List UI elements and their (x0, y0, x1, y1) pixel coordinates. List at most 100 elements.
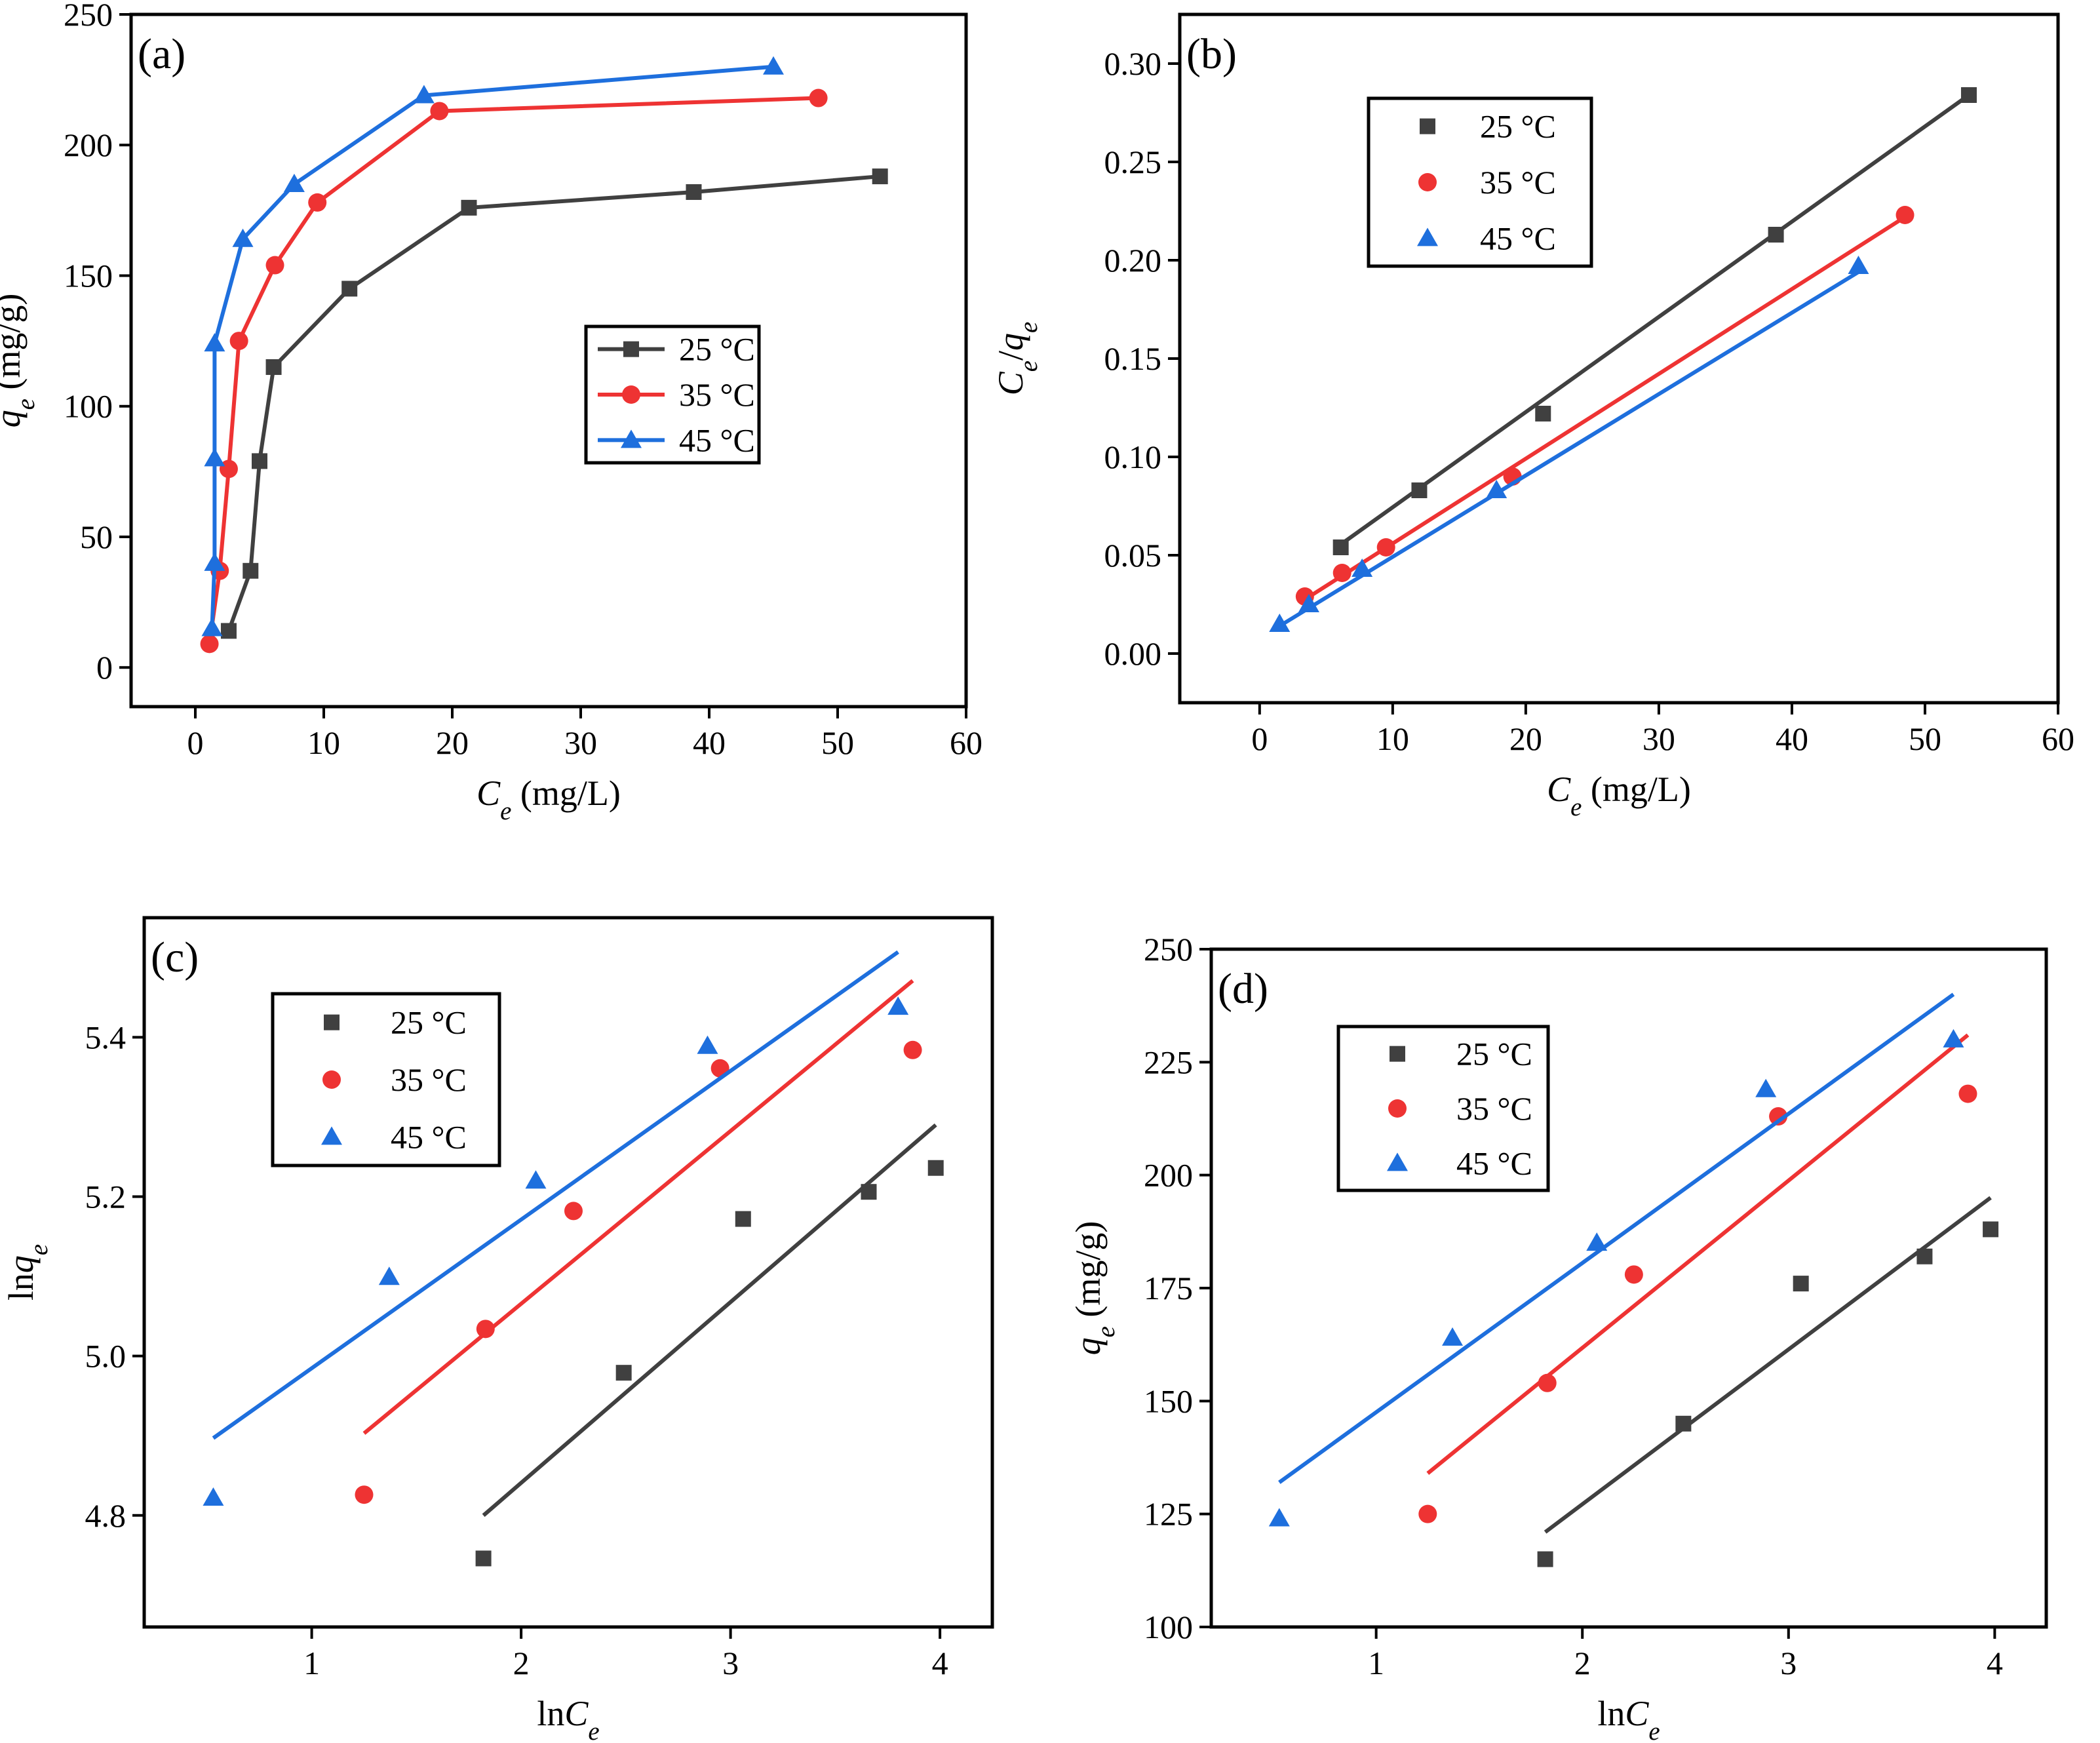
panel-4-series-3-point (1586, 1232, 1608, 1251)
panel-3-xlabel: lnCe (537, 1694, 599, 1743)
panel-1-series-2-point (219, 460, 238, 479)
panel-3-series-2-point (355, 1485, 374, 1504)
panel-2-legend-label-3: 45 °C (1480, 220, 1556, 256)
panel-3-series-1-fit-line (482, 1123, 937, 1518)
panel-2-ytick-label: 0.15 (1104, 340, 1162, 377)
panel-3-ytick-label: 5.2 (85, 1179, 126, 1215)
panel-3-ytick-label: 5.4 (85, 1019, 126, 1055)
panel-4-label: (d) (1218, 965, 1268, 1013)
panel-4-series-2-point (1769, 1107, 1788, 1126)
panel-3-series-1 (475, 1123, 944, 1567)
panel-2-legend-box (1367, 96, 1593, 268)
panel-1-series-1-point (461, 199, 477, 216)
panel-1-series-1-point (243, 562, 259, 579)
panel-3-series-3-point (378, 1266, 400, 1285)
panel-1-legend-marker-2 (622, 385, 640, 404)
panel-1-xlabel: Ce (mg/L) (476, 774, 621, 825)
panel-4-xlabel: lnCe (1597, 1694, 1660, 1743)
panel-3-legend: 25 °C 35 °C 45 °C (271, 992, 501, 1167)
panel-4: 1 2 3 4 100 125 150 175 200 225 250 lnCe qe (mg/g) (d… (1068, 931, 2048, 1743)
panel-1-xtick-label: 20 (436, 724, 469, 761)
panel-3-series-3-point (887, 996, 909, 1015)
panel-4-series-2-point (1538, 1373, 1557, 1392)
panel-2-series-3-point (1298, 594, 1319, 612)
panel-1-series-2-point (229, 332, 248, 351)
panel-2-ytick-label: 0.05 (1104, 537, 1162, 574)
panel-4-ylabel: qe (mg/g) (1068, 1221, 1120, 1356)
panel-3-series-3-point (697, 1035, 718, 1054)
panel-4-ytick-label: 225 (1144, 1044, 1193, 1080)
panel-4-series-1-point (1916, 1248, 1933, 1264)
panel-2-legend-marker-3 (1417, 227, 1438, 246)
panel-2-ytick-label: 0.30 (1104, 45, 1162, 82)
panel-3-ylabel: lnqe (1, 1244, 53, 1301)
panel-1-xtick-label: 0 (187, 724, 204, 761)
panel-1-series-3-point (201, 617, 223, 636)
panel-1-series-1-point (872, 168, 888, 185)
panel-4-series-3-point (1943, 1028, 1964, 1048)
panel-1-series-1-line (227, 174, 880, 632)
panel-3-series-2-fit-line (362, 979, 914, 1435)
panel-1-ytick-label: 50 (80, 519, 113, 555)
panel-1-series-3-point (232, 228, 254, 247)
panel-4-legend-label-2: 35 °C (1456, 1090, 1532, 1127)
panel-2-series-1-point (1768, 227, 1784, 243)
panel-4-xtick-label: 2 (1574, 1645, 1591, 1681)
panel-4-xtick-label: 4 (1987, 1645, 2003, 1681)
panel-4-series-3-point (1755, 1078, 1777, 1097)
panel-2-legend-label-2: 35 °C (1480, 164, 1556, 201)
panel-4-series-3-fit-line (1278, 992, 1955, 1484)
panel-2-legend-label-1: 25 °C (1480, 108, 1556, 145)
panel-1-series-2-point (265, 256, 284, 275)
panel-4-legend-label-3: 45 °C (1456, 1145, 1532, 1181)
panel-3-series-1-point (735, 1211, 751, 1227)
panel-4-series-2 (1418, 1033, 1977, 1523)
panel-1-xtick-label: 10 (307, 724, 340, 761)
panel-1-legend-marker-1 (623, 341, 639, 357)
panel-3-legend-label-1: 25 °C (391, 1004, 467, 1041)
panel-2-series-1-point (1411, 482, 1428, 498)
panel-1-series-3-point (204, 448, 225, 467)
panel-1-ytick-label: 150 (64, 257, 113, 294)
panel-1-series-2-point (809, 88, 828, 108)
panel-3-series-2-point (903, 1040, 922, 1059)
panel-1-series-3-point (204, 333, 225, 352)
panel-2-xtick-label: 50 (1909, 720, 1941, 757)
panel-1: 0 10 20 30 40 50 60 0 50 100 150 200 250 Ce (mg/L) qe … (0, 0, 982, 825)
panel-1-series-1-point (220, 623, 237, 639)
panel-3-xtick-label: 4 (932, 1645, 948, 1681)
panel-2-series-3-point (1848, 256, 1869, 274)
panel-2: 0 10 20 30 40 50 60 0.00 0.05 0.10 0.15 0.20 0.25 0.3… (991, 12, 2074, 821)
panel-1-xtick-label: 30 (564, 724, 597, 761)
panel-4-series-1-point (1793, 1276, 1809, 1292)
panel-1-series-3 (201, 56, 784, 636)
panel-3-series-2 (355, 979, 922, 1504)
panel-3-series-2-point (476, 1320, 495, 1339)
panel-2-legend-marker-2 (1418, 173, 1437, 191)
panel-1-legend: 25 °C 35 °C 45 °C (584, 324, 761, 465)
panel-1-ytick-label: 200 (64, 127, 113, 163)
panel-2-series-1-point (1535, 406, 1551, 421)
panel-2-xtick-label: 0 (1251, 720, 1268, 757)
panel-2-series-2 (1295, 206, 1915, 606)
panel-3-legend-marker-2 (322, 1070, 341, 1089)
panel-4-series-1-point (1675, 1415, 1692, 1432)
panel-2-series-1-fit-line (1339, 93, 1970, 546)
panel-2-series-1-point (1332, 539, 1349, 555)
panel-3-ytick-label: 4.8 (85, 1497, 126, 1534)
panel-2-series-2-fit-line (1304, 215, 1907, 602)
panel-2-ytick-label: 0.20 (1104, 242, 1162, 279)
panel-1-ytick-label: 250 (64, 0, 113, 33)
panel-4-legend-marker-1 (1390, 1046, 1405, 1062)
panel-2-series-1-point (1960, 87, 1977, 103)
panel-1-legend-marker-3 (621, 429, 642, 448)
panel-3-series-3-point (525, 1170, 547, 1189)
panel-4-legend: 25 °C 35 °C 45 °C (1336, 1025, 1550, 1192)
panel-4-ytick-label: 100 (1144, 1609, 1193, 1645)
panel-2-xtick-label: 30 (1643, 720, 1675, 757)
panel-2-ytick-label: 0.25 (1104, 144, 1162, 180)
panel-2-series-3-point (1269, 614, 1291, 632)
panel-4-legend-label-1: 25 °C (1456, 1036, 1532, 1072)
panel-1-series-2-point (200, 635, 219, 654)
panel-4-series-2-point (1958, 1084, 1977, 1103)
